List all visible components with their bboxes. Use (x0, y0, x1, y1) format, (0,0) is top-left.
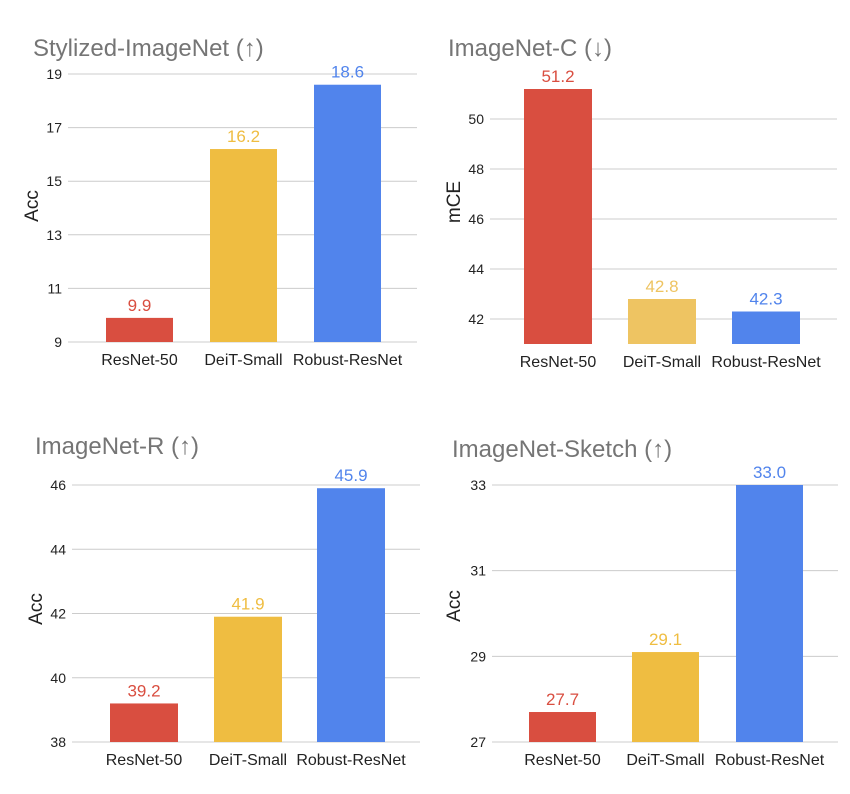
y-tick-label: 9 (54, 334, 62, 350)
bar (628, 299, 696, 344)
chart-imagenet-r: ImageNet-R (↑) 38 40 42 44 46 Acc 39.2 ResNet-5… (26, 433, 420, 769)
x-tick-label: ResNet-50 (101, 352, 178, 369)
bar (210, 149, 277, 342)
x-tick-label: Robust-ResNet (715, 752, 825, 769)
bar (732, 311, 800, 344)
bar (524, 89, 592, 344)
data-label: 41.9 (231, 595, 264, 614)
x-tick-label: Robust-ResNet (296, 752, 406, 769)
y-axis-label: Acc (22, 190, 43, 222)
data-label: 29.1 (649, 630, 682, 649)
chart-title: Stylized-ImageNet (↑) (33, 35, 264, 62)
data-label: 33.0 (753, 463, 786, 482)
bar (736, 485, 803, 742)
y-axis-label: Acc (26, 593, 47, 625)
x-tick-label: DeiT-Small (626, 752, 704, 769)
x-tick-label: Robust-ResNet (711, 354, 821, 371)
data-label: 51.2 (541, 67, 574, 86)
bar (314, 84, 381, 342)
y-tick-label: 40 (50, 670, 66, 686)
x-tick-label: DeiT-Small (204, 352, 282, 369)
bar (106, 317, 173, 342)
y-tick-label: 27 (470, 734, 486, 750)
y-tick-label: 15 (46, 173, 62, 189)
y-tick-label: 38 (50, 734, 66, 750)
y-tick-label: 46 (468, 211, 484, 227)
y-tick-label: 17 (46, 120, 62, 136)
x-tick-label: ResNet-50 (524, 752, 601, 769)
x-tick-label: ResNet-50 (106, 752, 183, 769)
y-axis-label: Acc (444, 590, 465, 622)
y-tick-label: 19 (46, 66, 62, 82)
y-tick-label: 13 (46, 227, 62, 243)
y-tick-label: 48 (468, 161, 484, 177)
x-tick-label: DeiT-Small (209, 752, 287, 769)
chart-imagenet-sketch: ImageNet-Sketch (↑) 27 29 31 33 Acc 27.7 ResNe… (444, 436, 838, 769)
data-label: 39.2 (127, 681, 160, 700)
y-tick-label: 31 (470, 563, 486, 579)
chart-stylized-imagenet: Stylized-ImageNet (↑) 9 11 13 15 17 19 Acc 9.9 R… (22, 35, 417, 369)
bar (317, 488, 385, 742)
bar (632, 652, 699, 742)
y-tick-label: 11 (47, 280, 62, 296)
y-tick-label: 42 (468, 311, 484, 327)
x-tick-label: DeiT-Small (623, 354, 701, 371)
data-label: 42.3 (749, 290, 782, 309)
y-axis-label: mCE (444, 181, 465, 223)
data-label: 45.9 (334, 466, 367, 485)
data-label: 18.6 (331, 63, 364, 82)
y-tick-label: 46 (50, 477, 66, 493)
y-tick-label: 42 (50, 606, 66, 622)
chart-imagenet-c: ImageNet-C (↓) 42 44 46 48 50 mCE 51.2 ResNet-5… (444, 35, 837, 371)
y-tick-label: 50 (468, 111, 484, 127)
x-tick-label: Robust-ResNet (293, 352, 403, 369)
data-label: 9.9 (128, 296, 152, 315)
bar (214, 616, 282, 742)
y-tick-label: 33 (470, 477, 486, 493)
bar (110, 703, 178, 742)
y-tick-label: 44 (50, 541, 66, 557)
chart-title: ImageNet-C (↓) (448, 35, 612, 62)
y-tick-label: 29 (470, 648, 486, 664)
data-label: 16.2 (227, 127, 260, 146)
y-tick-label: 44 (468, 261, 484, 277)
chart-title: ImageNet-R (↑) (35, 433, 199, 460)
bar (529, 712, 596, 742)
data-label: 42.8 (645, 277, 678, 296)
chart-title: ImageNet-Sketch (↑) (452, 436, 672, 463)
x-tick-label: ResNet-50 (520, 354, 597, 371)
data-label: 27.7 (546, 690, 579, 709)
